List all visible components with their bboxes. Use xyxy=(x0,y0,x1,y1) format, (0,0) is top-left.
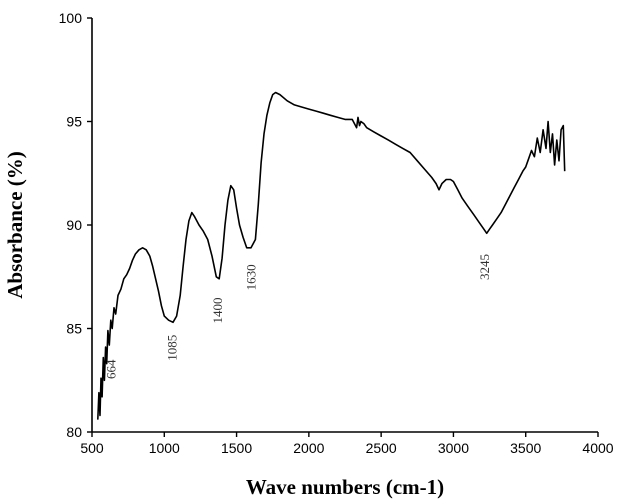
peak-label: 1630 xyxy=(243,264,258,290)
y-tick-label: 80 xyxy=(66,424,82,440)
x-tick-label: 1000 xyxy=(149,440,180,456)
y-axis-ticks: 80 85 90 95 100 xyxy=(59,10,92,440)
x-tick-label: 2000 xyxy=(293,440,324,456)
x-tick-label: 3000 xyxy=(438,440,469,456)
y-tick-label: 85 xyxy=(66,321,82,337)
peak-label: 1400 xyxy=(210,297,225,323)
peak-label: 3245 xyxy=(477,254,492,280)
peak-label: 664 xyxy=(104,359,119,379)
axes xyxy=(91,18,598,433)
y-tick-label: 95 xyxy=(66,114,82,130)
x-tick-label: 500 xyxy=(80,440,104,456)
x-tick-label: 1500 xyxy=(221,440,252,456)
peak-label: 1085 xyxy=(165,335,180,361)
x-tick-label: 4000 xyxy=(582,440,613,456)
x-tick-label: 2500 xyxy=(366,440,397,456)
x-axis-ticks: 500 1000 1500 2000 2500 3000 3500 4000 xyxy=(80,432,614,456)
spectrum-line xyxy=(97,91,566,420)
x-axis-title: Wave numbers (cm-1) xyxy=(246,475,444,499)
y-tick-label: 100 xyxy=(59,10,83,26)
x-tick-label: 3500 xyxy=(510,440,541,456)
y-tick-label: 90 xyxy=(66,217,82,233)
peak-annotations: 664 1085 1400 1630 3245 xyxy=(104,254,492,379)
y-axis-title: Absorbance (%) xyxy=(3,151,27,299)
